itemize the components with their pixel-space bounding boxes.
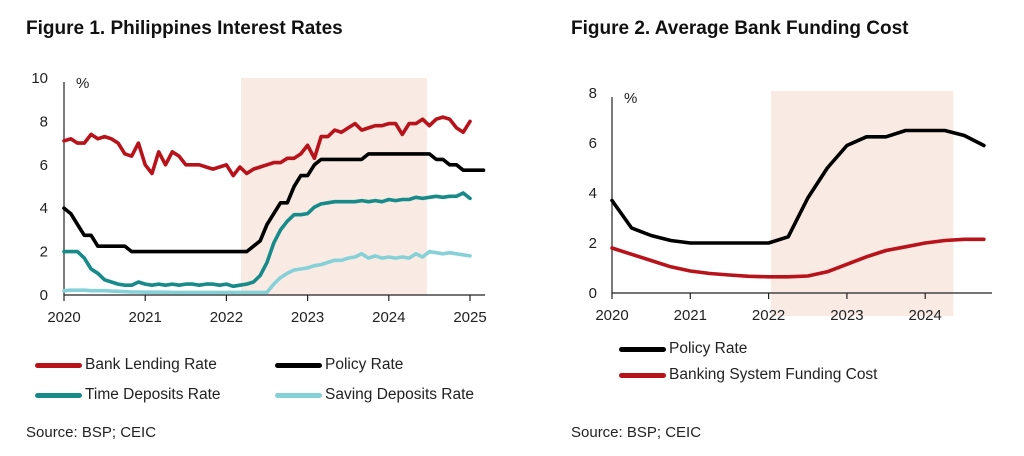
figure-2-chart: 0 2 4 6 8 % 2020 2021 2022 2023 2024: [589, 85, 992, 324]
legend-swatch: [619, 372, 666, 378]
legend-swatch: [35, 392, 82, 398]
y-tick-label: 10: [31, 70, 48, 87]
series-line-policy-rate: [62, 152, 486, 254]
x-tick-label: 2021: [129, 309, 162, 326]
legend-label: Time Deposits Rate: [85, 386, 221, 403]
y-tick-label: 0: [589, 285, 597, 302]
y-tick-label: 6: [40, 157, 48, 174]
y-tick-label: 2: [589, 235, 597, 252]
y-tick-label: 4: [40, 200, 48, 217]
series-line-banking-system-funding-cost: [610, 237, 986, 279]
x-tick-label: 2020: [47, 309, 80, 326]
y-unit-label: %: [624, 90, 637, 107]
legend-item-saving-deposits-rate: Saving Deposits Rate: [275, 386, 474, 404]
series-line-bank-lending-rate: [62, 115, 472, 178]
legend-label: Policy Rate: [669, 340, 748, 357]
y-tick-label: 8: [40, 113, 48, 130]
y-unit-label: %: [76, 75, 89, 92]
legend-label: Bank Lending Rate: [85, 356, 217, 373]
x-tick-label: 2021: [674, 307, 707, 324]
series-line-time-deposits-rate: [62, 191, 472, 289]
y-tick-label: 4: [589, 185, 597, 202]
y-tick-label: 6: [589, 135, 597, 152]
legend-swatch: [275, 392, 322, 398]
figure-1-title: Figure 1. Philippines Interest Rates: [26, 18, 343, 39]
x-tick-label: 2024: [372, 309, 405, 326]
legend-label: Policy Rate: [325, 356, 404, 373]
figure-2-title: Figure 2. Average Bank Funding Cost: [571, 18, 909, 39]
y-tick-label: 8: [589, 85, 597, 102]
figure-1-chart: 0 2 4 6 8 10 % 2020 2021 2022 2023 2024 2025: [31, 70, 486, 326]
legend-item-time-deposits-rate: Time Deposits Rate: [35, 386, 221, 404]
y-tick-label: 0: [40, 287, 48, 304]
x-tick-label: 2025: [453, 309, 486, 326]
legend-label: Saving Deposits Rate: [325, 386, 475, 403]
legend-item-banking-system-funding-cost: Banking System Funding Cost: [619, 366, 878, 384]
x-tick-label: 2023: [830, 307, 863, 324]
legend-item-bank-lending-rate: Bank Lending Rate: [35, 356, 217, 374]
legend-swatch: [275, 362, 322, 368]
legend-item-policy-rate: Policy Rate: [619, 340, 747, 358]
legend-label: Banking System Funding Cost: [669, 366, 878, 383]
y-tick-label: 2: [40, 244, 48, 261]
x-tick-label: 2022: [210, 309, 243, 326]
legend-swatch: [619, 346, 666, 352]
x-tick-label: 2023: [291, 309, 324, 326]
x-tick-label: 2024: [909, 307, 942, 324]
series-line-policy-rate: [610, 128, 986, 245]
x-tick-label: 2022: [752, 307, 785, 324]
legend-swatch: [35, 362, 82, 368]
shaded-region: [770, 91, 954, 316]
figure-2-source: Source: BSP; CEIC: [571, 424, 702, 441]
figure-1-source: Source: BSP; CEIC: [26, 424, 157, 441]
series-line-saving-deposits-rate: [62, 249, 472, 295]
x-tick-label: 2020: [595, 307, 628, 324]
legend-item-policy-rate: Policy Rate: [275, 356, 403, 374]
